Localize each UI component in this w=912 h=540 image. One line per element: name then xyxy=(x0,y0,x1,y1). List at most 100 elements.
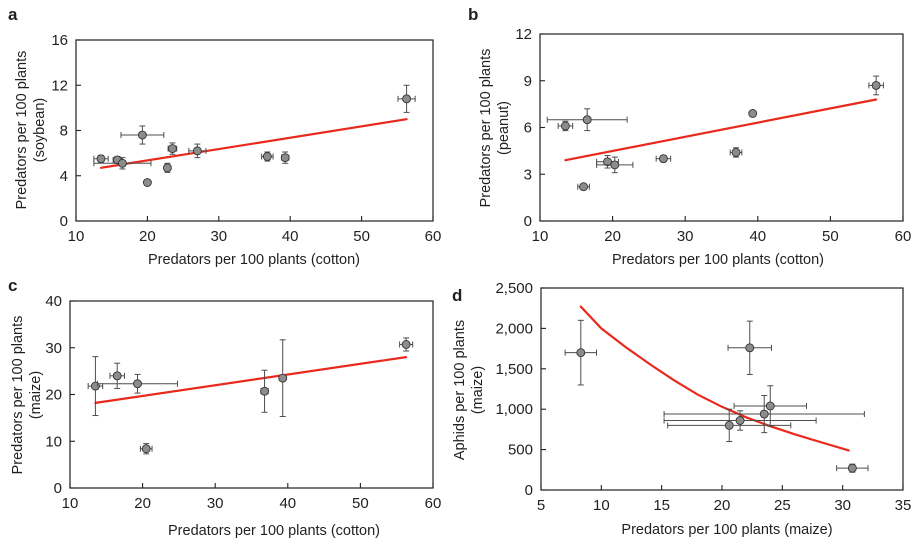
point-marker xyxy=(162,163,172,173)
x-tick-label: 50 xyxy=(822,228,839,245)
x-tick-label: 30 xyxy=(207,495,224,512)
point-marker xyxy=(112,371,122,381)
point-marker xyxy=(847,463,857,473)
point-marker xyxy=(260,386,270,396)
y-tick-label: 3 xyxy=(524,166,532,183)
panel-letter: c xyxy=(8,276,17,295)
y-tick-label: 0 xyxy=(524,213,532,230)
data-point xyxy=(280,151,290,164)
point-marker xyxy=(576,348,586,358)
data-point xyxy=(93,154,109,164)
x-axis-label: Predators per 100 plants (cotton) xyxy=(148,252,360,268)
data-point xyxy=(120,125,165,145)
x-tick-label: 60 xyxy=(895,228,912,245)
point-marker xyxy=(582,115,592,125)
plot-frame xyxy=(69,300,434,489)
panel-d: 5 10 15 20 25 30 35 0 500 1,000 1,500 2,000 2,500 d Pr… xyxy=(452,280,911,538)
fit-line xyxy=(94,356,408,404)
x-tick-label: 40 xyxy=(279,495,296,512)
point-marker xyxy=(262,152,272,161)
x-tick-label: 30 xyxy=(834,497,851,514)
point-marker xyxy=(192,146,202,156)
y-axis-label-line: (maize) xyxy=(28,371,44,419)
point-marker xyxy=(724,420,734,430)
y-axis-label-line: Predators per 100 plants xyxy=(10,316,26,475)
data-point xyxy=(139,443,153,455)
data-point xyxy=(97,373,178,394)
point-marker xyxy=(579,182,589,192)
point-marker xyxy=(117,158,127,168)
y-axis-label: Predators per 100 plants (maize) xyxy=(10,316,44,475)
y-tick-label: 12 xyxy=(51,77,68,94)
data-point xyxy=(188,143,207,159)
y-tick-label: 500 xyxy=(508,442,533,459)
point-marker xyxy=(731,147,741,157)
data-point xyxy=(109,362,125,389)
y-axis-label-line: Predators per 100 plants xyxy=(478,49,494,208)
x-tick-label: 40 xyxy=(282,228,299,245)
fit-line xyxy=(99,118,408,169)
point-marker xyxy=(402,94,412,104)
data-point xyxy=(596,155,619,169)
x-tick-label: 50 xyxy=(352,495,369,512)
point-marker xyxy=(658,154,668,164)
data-point xyxy=(546,108,628,132)
fit-line xyxy=(579,305,850,452)
x-tick-label: 20 xyxy=(139,228,156,245)
data-point xyxy=(748,109,758,118)
point-marker xyxy=(278,373,288,383)
point-marker xyxy=(142,178,152,187)
y-tick-label: 30 xyxy=(45,340,62,357)
y-tick-label: 1,000 xyxy=(495,401,533,418)
point-marker xyxy=(96,154,106,164)
data-point xyxy=(167,142,178,155)
x-tick-label: 25 xyxy=(774,497,791,514)
y-axis-label-line: (peanut) xyxy=(496,101,512,155)
data-point xyxy=(655,154,672,164)
y-tick-label: 9 xyxy=(524,73,532,90)
data-point xyxy=(162,162,172,173)
x-tick-label: 20 xyxy=(134,495,151,512)
data-point xyxy=(142,178,152,187)
data-point xyxy=(557,120,574,132)
point-marker xyxy=(745,343,755,353)
y-tick-label: 40 xyxy=(45,293,62,310)
y-tick-label: 6 xyxy=(524,120,532,137)
x-tick-label: 30 xyxy=(210,228,227,245)
point-marker xyxy=(603,157,612,167)
y-tick-label: 12 xyxy=(515,26,532,43)
data-point xyxy=(93,157,152,170)
x-axis-label: Predators per 100 plants (cotton) xyxy=(612,252,824,268)
data-point xyxy=(260,369,270,413)
panel-b: 10 20 30 40 50 60 0 3 6 9 12 b Predators per 100 pla… xyxy=(468,5,911,268)
y-tick-label: 2,500 xyxy=(495,280,533,297)
y-tick-label: 10 xyxy=(45,433,62,450)
point-marker xyxy=(871,80,881,90)
point-marker xyxy=(765,401,775,411)
x-tick-label: 20 xyxy=(714,497,731,514)
y-tick-label: 16 xyxy=(51,32,68,49)
x-tick-label: 15 xyxy=(653,497,670,514)
panel-letter: b xyxy=(468,5,478,24)
x-tick-label: 10 xyxy=(532,228,549,245)
y-tick-label: 0 xyxy=(54,480,62,497)
fit-line xyxy=(564,98,878,162)
point-marker xyxy=(735,416,745,425)
y-tick-label: 4 xyxy=(60,168,68,185)
point-marker xyxy=(137,130,147,140)
data-point xyxy=(278,339,288,417)
point-marker xyxy=(141,444,151,454)
x-axis-label: Predators per 100 plants (maize) xyxy=(621,522,832,538)
y-tick-label: 2,000 xyxy=(495,320,533,337)
x-tick-label: 35 xyxy=(895,497,912,514)
x-tick-label: 50 xyxy=(353,228,370,245)
data-point xyxy=(667,408,792,443)
x-tick-label: 60 xyxy=(425,495,442,512)
data-point xyxy=(399,337,414,352)
y-tick-label: 20 xyxy=(45,387,62,404)
y-axis-label: Aphids per 100 plants (maize) xyxy=(452,320,486,460)
x-tick-label: 20 xyxy=(604,228,621,245)
y-axis-label-line: Aphids per 100 plants xyxy=(452,320,468,460)
